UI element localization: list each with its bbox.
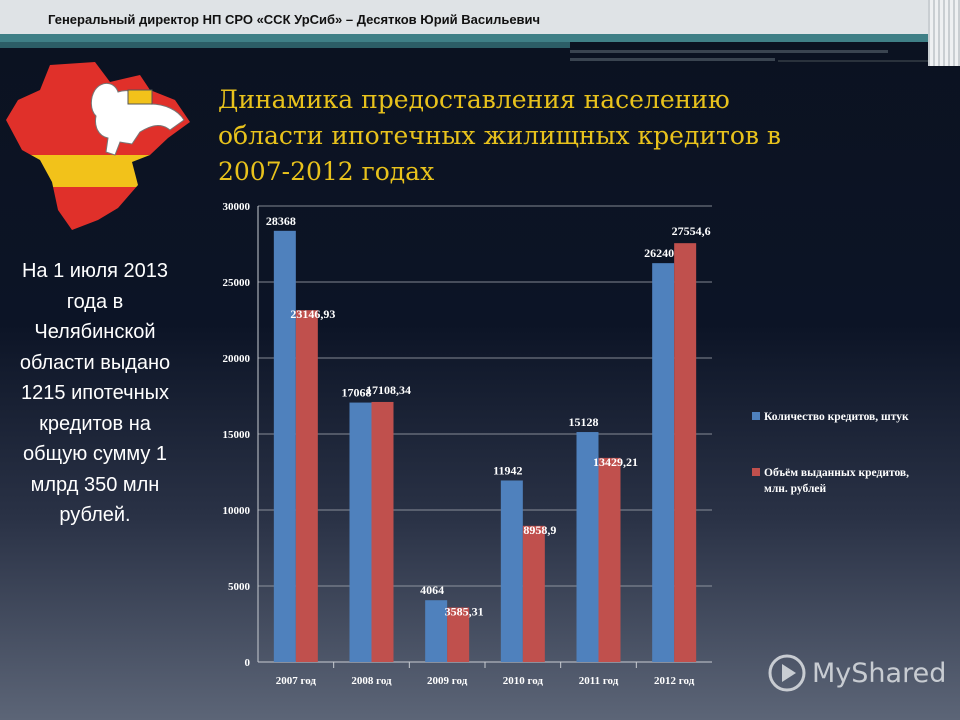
y-tick-label: 20000	[223, 353, 251, 365]
legend-label: Объём выданных кредитов, млн. рублей	[764, 467, 909, 495]
watermark-text: MyShared	[812, 657, 947, 689]
accent-band	[0, 34, 930, 42]
data-label: 26240	[644, 246, 674, 260]
y-tick-label: 25000	[223, 277, 251, 289]
decorative-stripes	[928, 0, 960, 66]
bar-volume	[598, 457, 621, 662]
data-label: 23146,93	[290, 307, 335, 321]
legend-swatch	[752, 412, 760, 420]
data-label: 3585,31	[445, 605, 484, 619]
x-tick-label: 2012 год	[654, 675, 695, 687]
data-label: 28368	[266, 214, 296, 228]
bar-count	[349, 402, 372, 662]
data-label: 15128	[569, 415, 599, 429]
y-tick-label: 5000	[228, 581, 251, 593]
x-tick-label: 2010 год	[503, 675, 544, 687]
header-text: Генеральный директор НП СРО «ССК УрСиб» …	[48, 12, 541, 27]
x-tick-label: 2008 год	[351, 675, 392, 687]
data-label: 17108,34	[366, 383, 411, 397]
chelyabinsk-region-emblem-icon	[6, 62, 190, 230]
y-tick-label: 15000	[223, 429, 251, 441]
slide-title: Динамика предоставления населению област…	[218, 82, 918, 190]
bar-count	[576, 432, 599, 662]
bar-volume	[295, 310, 318, 662]
data-label: 13429,21	[593, 455, 638, 469]
bar-count	[425, 600, 448, 662]
legend-swatch	[752, 468, 760, 476]
title-line-1: Динамика предоставления населению	[218, 85, 730, 114]
bar-volume	[522, 525, 545, 662]
data-label: 11942	[493, 463, 522, 477]
mortgage-bar-chart: 0 5000 10000 15000 20000 25000 30000 28368 23146…	[223, 201, 910, 687]
y-tick-label: 0	[245, 657, 251, 669]
summary-text: На 1 июля 2013 года в Челябинской област…	[19, 260, 171, 526]
legend-label: Количество кредитов, штук	[764, 411, 909, 423]
data-label: 4064	[420, 583, 444, 597]
header-bar: Генеральный директор НП СРО «ССК УрСиб» …	[0, 0, 960, 34]
divider-line	[570, 58, 775, 61]
bar-volume	[674, 243, 697, 662]
x-tick-label: 2009 год	[427, 675, 468, 687]
bar-volume	[447, 607, 470, 662]
title-line-2: области ипотечных жилищных кредитов в	[218, 121, 781, 150]
x-tick-label: 2007 год	[276, 675, 317, 687]
title-line-3: 2007-2012 годах	[218, 157, 435, 186]
y-tick-label: 30000	[223, 201, 251, 213]
data-label: 17068	[342, 386, 372, 400]
y-tick-label: 10000	[223, 505, 251, 517]
play-icon	[768, 654, 806, 692]
bar-volume	[371, 401, 394, 662]
accent-band-lower	[0, 42, 570, 48]
x-tick-label: 2011 год	[579, 675, 619, 687]
watermark: MyShared	[768, 654, 946, 692]
bar-count	[652, 263, 675, 662]
divider-line	[778, 60, 928, 62]
bar-count	[273, 230, 296, 662]
data-label: 27554,6	[672, 224, 711, 238]
divider-line	[570, 50, 888, 53]
bar-count	[500, 480, 523, 662]
data-label: 8958,9	[523, 523, 556, 537]
